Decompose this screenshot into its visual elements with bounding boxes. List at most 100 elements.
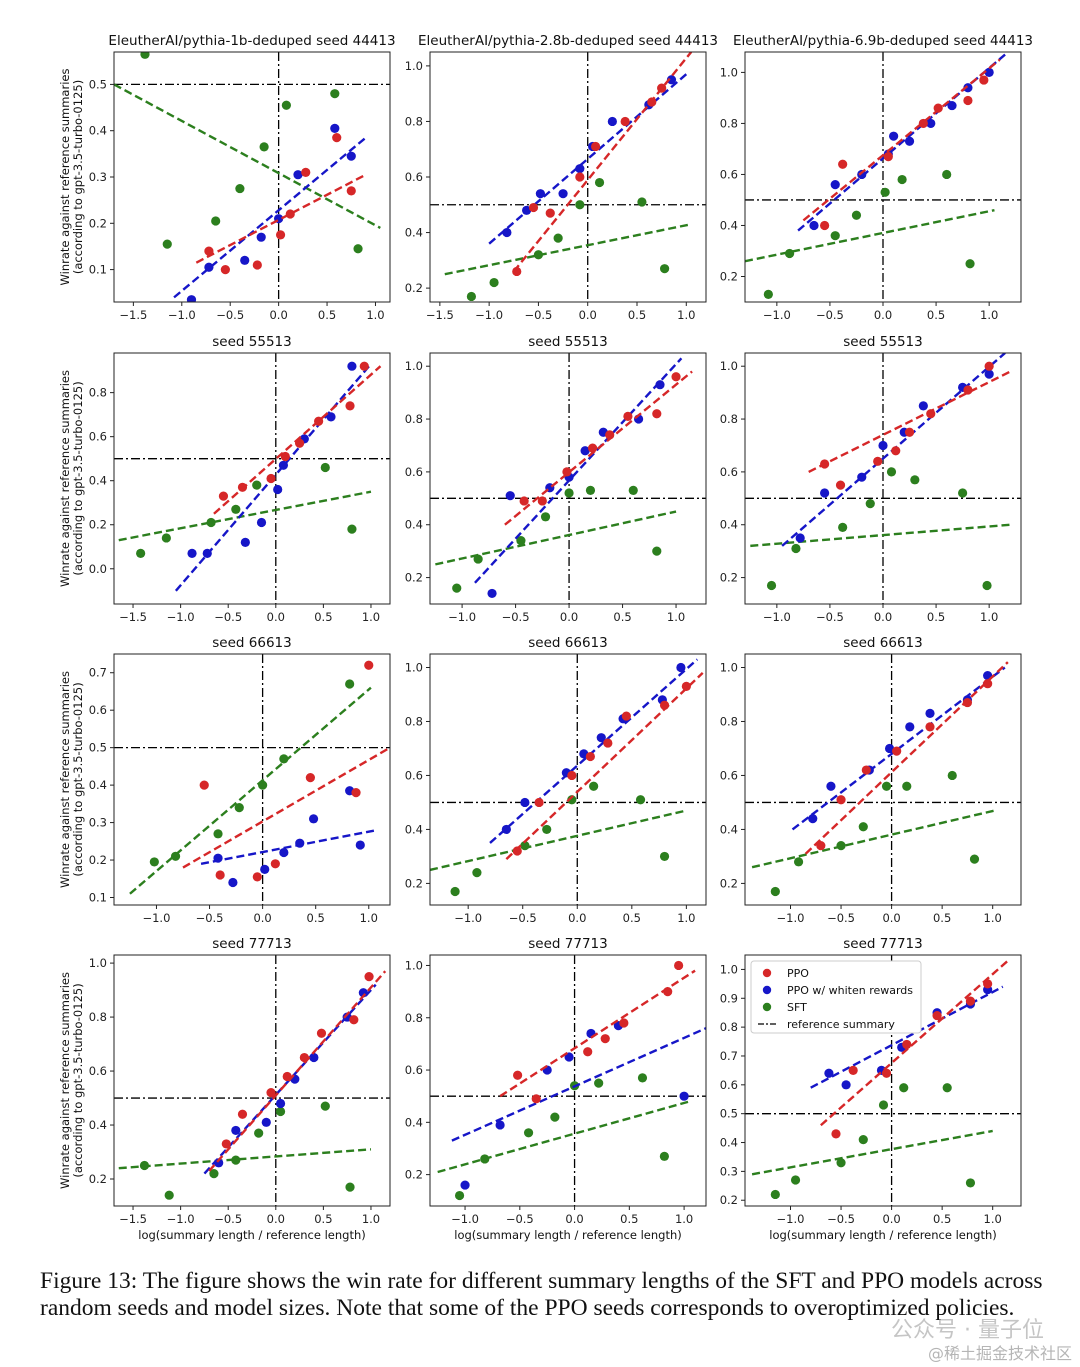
axes-frame xyxy=(429,51,707,303)
ppo-point xyxy=(657,83,667,93)
subplot-title: seed 66613 xyxy=(212,635,291,651)
sft-fit-line xyxy=(114,83,381,229)
x-tick-label: −1.0 xyxy=(763,610,791,624)
subplot-10: seed 77713 −1.5 −1.0 −0.5 0.0 0.5 1.0 0.2 0.4 0.6… xyxy=(58,936,391,1242)
sft-point xyxy=(942,169,952,180)
sft-point xyxy=(766,580,777,591)
y-tick-label: 1.0 xyxy=(405,958,423,972)
ppo-fit-line xyxy=(499,969,696,1098)
ppo-whiten-point xyxy=(355,840,365,850)
sft-fit-line xyxy=(751,809,995,869)
ppo-fit-line xyxy=(504,370,693,526)
sft-point xyxy=(791,543,801,554)
sft-fit-line xyxy=(118,490,372,542)
y-tick-label: 1.0 xyxy=(720,962,738,976)
subplot-title: EleutherAI/pythia-1b-deduped seed 44413 xyxy=(108,33,395,49)
plot-area xyxy=(430,52,706,302)
sft-point xyxy=(594,177,605,188)
ppo-whiten-point xyxy=(279,847,289,858)
sft-point xyxy=(472,868,482,878)
sft-point xyxy=(969,854,980,864)
ppo-point xyxy=(285,209,295,219)
sft-point xyxy=(589,781,599,791)
x-tick-label: −1.0 xyxy=(167,1212,195,1226)
x-tick-label: −1.0 xyxy=(451,1212,479,1226)
sft-point xyxy=(164,1190,174,1200)
subplot-12: seed 77713 −1.0 −0.5 0.0 0.5 1.0 0.2 0.3 0.4 0.5 0… xyxy=(720,936,1022,1242)
y-tick-label: 0.3 xyxy=(89,816,107,830)
sft-point xyxy=(838,522,848,532)
y-tick-label: 0.4 xyxy=(405,518,423,532)
ppo-point xyxy=(892,746,902,756)
ppo-fit-line xyxy=(804,661,1009,855)
ppo-point xyxy=(531,1094,541,1104)
ppo-point xyxy=(983,679,993,689)
plot-area xyxy=(430,955,706,1206)
ppo-whiten-point xyxy=(502,227,512,238)
x-tick-label: 1.0 xyxy=(366,308,384,322)
y-tick-label: 0.7 xyxy=(89,666,107,680)
ppo-whiten-point xyxy=(947,100,957,111)
subplot-11: seed 77713 −1.0 −0.5 0.0 0.5 1.0 0.2 0.4 0.6 0.8 1… xyxy=(405,936,707,1242)
ppo-whiten-point xyxy=(347,361,357,371)
ppo-point xyxy=(215,870,225,880)
ppo-fit-line xyxy=(182,746,390,869)
sft-point xyxy=(858,1135,868,1145)
ppo-whiten-point xyxy=(256,517,267,528)
ppo-point xyxy=(237,1109,248,1119)
axes-frame xyxy=(744,51,1022,303)
ppo-point xyxy=(820,220,830,231)
y-tick-label: 0.2 xyxy=(405,1168,423,1182)
x-tick-label: −1.0 xyxy=(142,911,170,925)
ppo-whiten-point xyxy=(460,1180,470,1190)
ppo-whiten-point xyxy=(809,220,819,231)
ppo-whiten-point xyxy=(273,484,283,495)
x-tick-label: 0.0 xyxy=(568,911,586,925)
ppo-point xyxy=(591,141,601,152)
axes-frame xyxy=(429,352,707,605)
ppo-whiten-point xyxy=(204,262,214,272)
sft-point xyxy=(533,250,544,260)
ppo-point xyxy=(513,1070,523,1080)
sft-point xyxy=(858,822,868,832)
sft-point xyxy=(836,841,846,851)
y-tick-label: 1.0 xyxy=(405,59,423,73)
ppo-point xyxy=(979,75,989,85)
y-tick-label: 0.6 xyxy=(89,430,107,444)
y-tick-label: 1.0 xyxy=(89,956,107,970)
ppo-point xyxy=(831,1129,841,1139)
x-tick-label: −0.5 xyxy=(214,610,242,624)
ppo-whiten-point xyxy=(984,369,994,379)
sft-point xyxy=(886,467,897,477)
subplot-title: seed 55513 xyxy=(212,334,291,350)
ppo-point xyxy=(351,788,361,798)
y-tick-label: 0.1 xyxy=(89,263,107,277)
x-tick-label: 0.0 xyxy=(882,911,900,925)
y-tick-label: 0.8 xyxy=(405,412,423,426)
x-tick-label: 0.5 xyxy=(933,1212,951,1226)
sft-point xyxy=(162,239,172,249)
y-axis-label: (according to gpt-3.5-turbo-0125) xyxy=(71,381,85,575)
y-tick-label: 0.4 xyxy=(405,822,423,836)
ppo-whiten-point xyxy=(501,824,511,835)
ppo-whiten-point xyxy=(522,205,532,215)
y-tick-label: 0.3 xyxy=(720,1164,738,1178)
ppo-point xyxy=(933,103,943,113)
subplot-title: EleutherAI/pythia-2.8b-deduped seed 4441… xyxy=(418,33,718,49)
ppo-point xyxy=(983,979,993,989)
y-tick-label: 1.0 xyxy=(405,359,423,373)
y-tick-label: 0.5 xyxy=(89,77,107,91)
y-axis-label: (according to gpt-3.5-turbo-0125) xyxy=(71,80,85,274)
sft-point xyxy=(652,546,662,556)
y-tick-label: 0.2 xyxy=(89,216,107,230)
ppo-whiten-point xyxy=(926,118,936,129)
x-tick-label: −1.5 xyxy=(119,610,147,624)
ppo-fit-line xyxy=(808,370,1011,473)
ppo-point xyxy=(583,1047,593,1057)
x-tick-label: −1.5 xyxy=(119,1212,147,1226)
ppo-point xyxy=(305,773,315,783)
y-tick-label: 0.8 xyxy=(720,412,738,426)
ppo-point xyxy=(237,482,248,492)
sft-point xyxy=(473,554,483,564)
x-tick-label: −0.5 xyxy=(196,911,224,925)
